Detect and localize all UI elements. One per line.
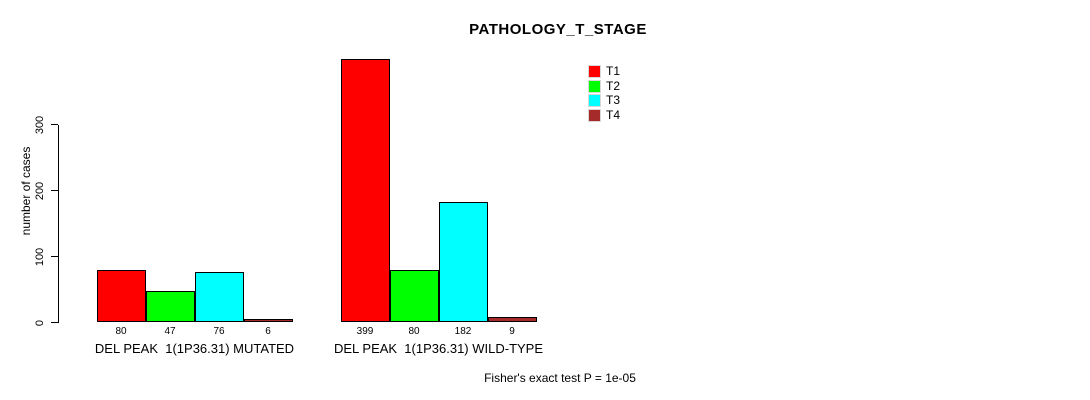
- bar-t2-group1: [145, 291, 195, 323]
- legend-swatch-t4-icon: [588, 108, 601, 122]
- bar-t4-group2: [487, 316, 537, 323]
- y-axis-tick-label: 100: [34, 247, 46, 266]
- y-axis-tick: [50, 189, 58, 192]
- legend-swatch-t3-icon: [588, 94, 601, 107]
- y-axis-tick-label: 0: [34, 319, 46, 326]
- legend-label: T1: [606, 64, 621, 78]
- legend-swatch-t1-icon: [588, 65, 601, 78]
- bar-t4-group1: [243, 318, 293, 323]
- y-axis-tick-label: 200: [34, 181, 46, 200]
- bar-value-label: 80: [408, 325, 420, 337]
- x-group-label: DEL PEAK 1(1P36.31) MUTATED: [94, 340, 295, 356]
- y-axis-tick-label: 300: [34, 115, 46, 134]
- legend-label: T3: [606, 93, 621, 107]
- bar-t1-group2: [340, 59, 390, 323]
- bar-value-label: 80: [115, 325, 127, 337]
- fisher-test-annotation: Fisher's exact test P = 1e-05: [484, 371, 636, 385]
- bar-t3-group1: [194, 272, 244, 323]
- bar-t2-group2: [389, 269, 439, 323]
- y-axis-tick: [50, 123, 58, 126]
- bar-value-label: 399: [356, 325, 374, 337]
- y-axis-tick: [50, 255, 58, 258]
- bar-value-label: 76: [213, 325, 225, 337]
- y-axis-tick: [50, 321, 58, 324]
- chart-title: PATHOLOGY_T_STAGE: [469, 21, 647, 38]
- y-axis-line: [57, 124, 59, 323]
- legend-label: T2: [606, 78, 621, 93]
- legend-swatch-t2-icon: [588, 79, 601, 93]
- bar-value-label: 9: [509, 325, 515, 337]
- legend-item-t3: T3: [588, 94, 620, 107]
- legend-label: T4: [606, 107, 621, 122]
- legend-item-t2: T2: [588, 78, 621, 93]
- bar-t3-group2: [438, 202, 488, 323]
- x-group-label: DEL PEAK 1(1P36.31) WILD-TYPE: [333, 340, 544, 356]
- y-axis-label: number of cases: [19, 146, 33, 236]
- legend-item-t4: T4: [588, 107, 621, 122]
- legend-item-t1: T1: [588, 65, 620, 78]
- bar-value-label: 6: [265, 325, 271, 337]
- bar-value-label: 182: [454, 325, 472, 337]
- bar-value-label: 47: [164, 325, 176, 337]
- bar-t1-group1: [96, 269, 146, 323]
